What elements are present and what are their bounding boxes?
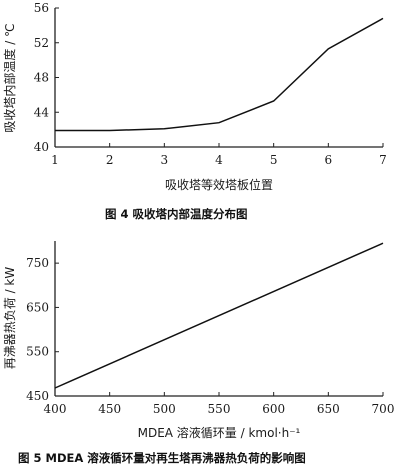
y-tick-label: 550 [26, 345, 49, 359]
x-tick-label: 400 [44, 402, 67, 416]
x-tick-label: 550 [208, 402, 231, 416]
figure-caption: 图 4 吸收塔内部温度分布图 [105, 207, 248, 221]
y-tick-label: 40 [34, 140, 49, 154]
x-tick-label: 650 [317, 402, 340, 416]
x-tick-label: 5 [270, 153, 278, 167]
y-tick-label: 450 [26, 389, 49, 403]
y-tick-label: 650 [26, 300, 49, 314]
series-line [54, 242, 384, 389]
y-tick-label: 44 [34, 105, 50, 119]
x-tick-label: 600 [262, 402, 285, 416]
x-tick-label: 4 [215, 153, 223, 167]
y-tick-label: 750 [26, 256, 49, 270]
y-axis-label: 再沸器热负荷 / kW [3, 267, 17, 370]
x-tick-label: 7 [379, 153, 387, 167]
y-tick-label: 56 [34, 1, 49, 15]
x-tick-label: 450 [98, 402, 121, 416]
x-tick-label: 500 [153, 402, 176, 416]
x-axis-label: MDEA 溶液循环量 / kmol·h⁻¹ [138, 425, 301, 440]
x-axis-label: 吸收塔等效塔板位置 [165, 177, 273, 192]
series-line [55, 17, 384, 132]
y-axis-label: 吸收塔内部温度 / ℃ [2, 23, 17, 132]
x-tick-label: 700 [372, 402, 395, 416]
x-tick-label: 1 [51, 153, 59, 167]
x-tick-label: 6 [325, 153, 333, 167]
y-tick-label: 52 [34, 36, 49, 50]
x-tick-label: 2 [106, 153, 114, 167]
figure-caption: 图 5 MDEA 溶液循环量对再生塔再沸器热负荷的影响图 [18, 451, 306, 465]
y-tick-label: 48 [34, 71, 49, 85]
x-tick-label: 3 [161, 153, 169, 167]
